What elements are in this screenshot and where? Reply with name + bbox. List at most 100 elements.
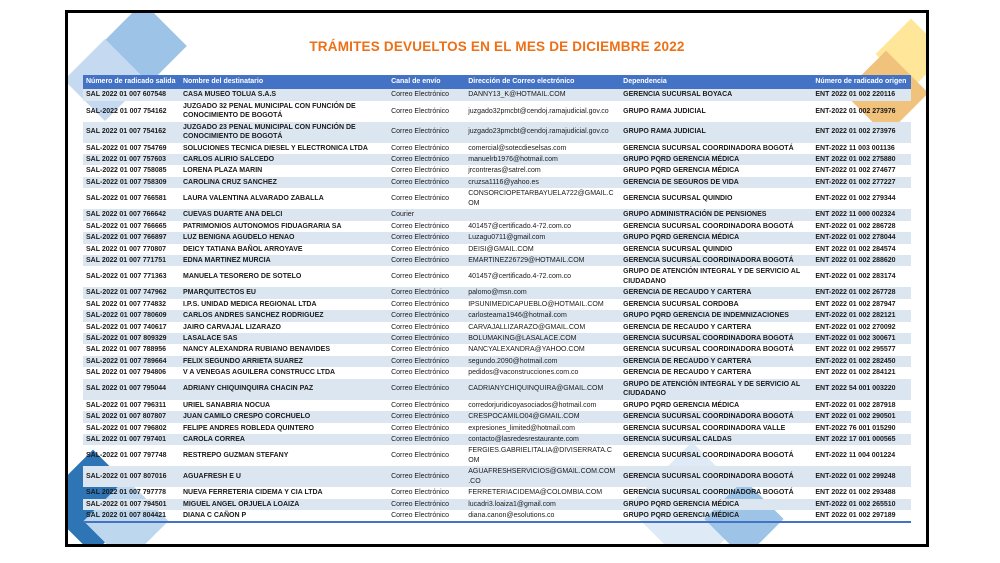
email-cell: juzgado23pmcbt@cendoj.ramajudicial.gov.c… [465,121,621,143]
radicado-salida-cell: SAL 2022 01 007 807807 [83,411,180,423]
table-row: SAL-2022 01 007 766665 PATRIMONIOS AUTONO… [83,221,911,232]
dependencia-cell: GERENCIA SUCURSAL COORDINADORA BOGOTÁ [620,466,813,488]
dependencia-cell: GERENCIA SUCURSAL COORDINADORA BOGOTÁ [623,489,794,497]
email-cell: segundo.2090@hotmail.com [465,355,621,368]
destinatario-cell: SOLUCIONES TECNICA DIESEL Y ELECTRONICA … [183,144,368,152]
radicado-origen-cell: ENT-2022 01 002 265510 [812,498,911,511]
table-row: SAL 2022 01 007 794806 V A VENEGAS AGUILE… [83,367,911,378]
canal-envio-cell: Correo Electrónico [391,323,450,331]
destinatario-cell: AGUAFRESH E U [180,466,389,488]
column-header-1: Nombre del destinatario [180,75,389,90]
radicado-salida-cell: SAL 2022 01 007 797401 [83,433,180,446]
canal-envio-cell: Correo Electrónico [388,254,466,267]
table-row: SAL 2022 01 007 795044 ADRIANY CHIQUINQUI… [83,378,911,400]
email-cell: lucadri3.loaiza1@gmail.com [465,498,621,511]
table-row: SAL-2022 01 007 771363 MANUELA TESORERO D… [83,266,911,287]
email-cell: juzgado32pmcbt@cendoj.ramajudicial.gov.c… [468,107,609,115]
destinatario-cell: LUZ BENIGNA AGUDELO HENAO [180,232,389,244]
table-row: SAL 2022 01 007 804421 DIANA C CAÑON P Cor… [83,510,911,522]
table-row: SAL-2022 01 007 758309 CAROLINA CRUZ SANC… [83,176,911,189]
email-cell: NANCYALEXANDRA@YAHOO.COM [468,346,585,354]
email-cell: DEISI@GMAIL.COM [468,245,534,253]
canal-envio-cell: Correo Electrónico [388,333,466,345]
dependencia-cell: GERENCIA SUCURSAL COORDINADORA BOGOTÁ [620,411,813,423]
radicado-salida-cell: SAL 2022 01 007 804421 [86,512,167,520]
dependencia-cell: GERENCIA DE RECAUDO Y CARTERA [623,323,752,331]
canal-envio-cell: Correo Electrónico [388,466,466,488]
dependencia-cell: GRUPO RAMA JUDICIAL [623,107,706,115]
radicado-salida-cell: SAL-2022 01 007 796311 [86,401,167,409]
canal-envio-cell: Correo Electrónico [388,310,466,322]
radicado-origen-cell: ENT-2022 01 002 299248 [812,466,911,488]
dependencia-cell: GERENCIA SUCURSAL COORDINADORA BOGOTÁ [620,254,813,267]
table-row: SAL 2022 01 007 771751 EDNA MARTINEZ MURC… [83,254,911,267]
canal-envio-cell: Correo Electrónico [388,355,466,368]
radicado-origen-cell: ENT 2022 11 000 002324 [812,209,911,221]
table-row: SAL-2022 01 007 754769 SOLUCIONES TECNICA… [83,143,911,154]
radicado-origen-cell: ENT 2022 01 002 297189 [815,512,896,520]
canal-envio-cell: Correo Electrónico [388,232,466,244]
dependencia-cell: GRUPO PQRD GERENCIA MÉDICA [620,232,813,244]
canal-envio-cell: Correo Electrónico [391,167,450,175]
radicado-salida-cell: SAL-2022 01 007 789664 [83,355,180,368]
canal-envio-cell: Correo Electrónico [391,245,450,253]
dependencia-cell: GRUPO PQRD GERENCIA MÉDICA [623,512,740,520]
canal-envio-cell: Correo Electrónico [388,287,466,299]
destinatario-cell: CAROLA CORREA [180,433,389,446]
canal-envio-cell: Correo Electrónico [388,433,466,446]
table-row: SAL 2022 01 007 757603 CARLOS ALIRIO SALC… [83,154,911,166]
dependencia-cell: GRUPO PQRD GERENCIA MÉDICA [623,167,740,175]
dependencia-cell: GERENCIA SUCURSAL COORDINADORA BOGOTÁ [623,452,794,460]
canal-envio-cell: Correo Electrónico [388,411,466,423]
dependencia-cell: GERENCIA SUCURSAL QUINDIO [623,195,733,203]
destinatario-cell: JUZGADO 23 PENAL MUNICIPAL CON FUNCIÓN D… [180,121,389,143]
radicado-salida-cell: SAL-2022 01 007 771363 [86,273,167,281]
email-cell: CONSORCIOPETARBAYUELA722@GMAIL.COM [468,190,614,207]
email-cell [465,209,621,221]
canal-envio-cell: Correo Electrónico [391,489,450,497]
canal-envio-cell: Correo Electrónico [391,369,450,377]
email-cell: contacto@lasredesrestaurante.com [465,433,621,446]
canal-envio-cell: Correo Electrónico [388,121,466,143]
table-row: SAL-2022 01 007 789664 FELIX SEGUNDO ARRI… [83,355,911,368]
page-title: TRÁMITES DEVUELTOS EN EL MES DE DICIEMBR… [309,39,685,54]
dependencia-cell: GERENCIA SUCURSAL COORDINADORA BOGOTÁ [623,346,794,354]
dependencia-cell: GRUPO PQRD GERENCIA MÉDICA [623,401,740,409]
email-cell: CRESPOCAMILO04@GMAIL.COM [465,411,621,423]
dependencia-cell: GRUPO PQRD GERENCIA DE INDEMNIZACIONES [620,310,813,322]
canal-envio-cell: Correo Electrónico [391,107,450,115]
destinatario-cell: NUEVA FERRETERIA CIDEMA Y CIA LTDA [183,489,323,497]
dependencia-cell: GERENCIA SUCURSAL QUINDIO [623,245,733,253]
radicado-salida-cell: SAL 2022 01 007 757603 [83,154,180,166]
dependencia-cell: GRUPO DE ATENCIÓN INTEGRAL Y DE SERVICIO… [620,378,813,400]
table-row: SAL 2022 01 007 807807 JUAN CAMILO CRESPO… [83,411,911,423]
radicado-origen-cell: ENT-2022 76 001 015290 [815,424,896,432]
radicado-origen-cell: ENT-2022 01 002 286728 [815,222,896,230]
canal-envio-cell: Correo Electrónico [391,222,450,230]
column-header-0: Número de radicado salida [83,75,180,90]
radicado-salida-cell: SAL-2022 01 007 780609 [83,310,180,322]
slide-frame: TRÁMITES DEVUELTOS EN EL MES DE DICIEMBR… [65,10,929,547]
canal-envio-cell: Correo Electrónico [388,498,466,511]
radicado-salida-cell: SAL-2022 01 007 807016 [83,466,180,488]
dependencia-cell: GRUPO PQRD GERENCIA MÉDICA [620,154,813,166]
radicado-origen-cell: ENT 2022 01 002 295577 [815,346,896,354]
table-row: SAL-2022 01 007 807016 AGUAFRESH E U Corre… [83,466,911,488]
radicado-salida-cell: SAL-2022 01 007 758085 [86,167,167,175]
radicado-origen-cell: ENT 2022 01 002 293488 [815,489,896,497]
table-row: SAL 2022 01 007 797778 NUEVA FERRETERIA C… [83,487,911,498]
dependencia-cell: GERENCIA SUCURSAL BOYACA [620,89,813,101]
radicado-salida-cell: SAL 2022 01 007 795044 [83,378,180,400]
dependencia-cell: GRUPO ADMINISTRACIÓN DE PENSIONES [620,209,813,221]
radicado-origen-cell: ENT 2022 01 002 288620 [812,254,911,267]
canal-envio-cell: Correo Electrónico [391,452,450,460]
radicado-salida-cell: SAL 2022 01 007 766642 [83,209,180,221]
table-row: SAL-2022 01 007 740617 JAIRO CARVAJAL LIZ… [83,322,911,333]
radicado-salida-cell: SAL-2022 01 007 794501 [83,498,180,511]
email-cell: pedidos@vaconstrucciones.com.co [468,369,579,377]
email-cell: carlosteama1946@hotmail.com [465,310,621,322]
dependencia-cell: GERENCIA DE SEGUROS DE VIDA [620,176,813,189]
canal-envio-cell: Correo Electrónico [388,378,466,400]
destinatario-cell: JUAN CAMILO CRESPO CORCHUELO [180,411,389,423]
radicado-origen-cell: ENT 2022 01 002 284574 [815,245,896,253]
